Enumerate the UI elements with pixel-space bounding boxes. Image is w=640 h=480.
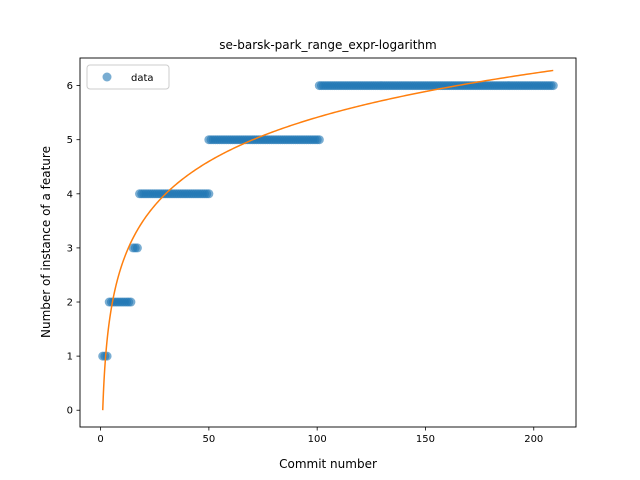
y-tick-label: 6 <box>67 81 73 92</box>
x-tick-label: 200 <box>524 434 543 445</box>
data-point <box>126 297 136 307</box>
x-tick-label: 150 <box>416 434 435 445</box>
data-point <box>102 351 112 361</box>
legend-label-data: data <box>131 73 154 84</box>
y-tick-label: 5 <box>67 135 73 146</box>
x-tick-label: 100 <box>308 434 327 445</box>
y-tick-label: 1 <box>67 352 73 363</box>
axes-frame <box>79 57 577 428</box>
data-point <box>204 189 214 199</box>
data-point <box>132 243 142 253</box>
x-tick-label: 50 <box>203 434 216 445</box>
y-tick-label: 2 <box>67 298 73 309</box>
x-axis-label: Commit number <box>279 457 377 471</box>
data-point <box>548 81 558 91</box>
y-axis: 0 1 2 3 4 5 6 <box>67 81 80 417</box>
y-tick-label: 3 <box>67 243 73 254</box>
x-axis: 0 50 100 150 200 <box>97 427 543 445</box>
y-tick-label: 4 <box>67 189 73 200</box>
legend-box <box>86 64 170 90</box>
y-tick-label: 0 <box>67 406 73 417</box>
x-tick-label: 0 <box>97 434 103 445</box>
chart-title: se-barsk-park_range_expr-logarithm <box>219 38 436 52</box>
y-axis-label: Number of instance of a feature <box>39 146 53 338</box>
legend-marker <box>102 72 112 82</box>
data-point <box>314 135 324 145</box>
legend: data <box>86 64 170 90</box>
fit-line-layer <box>101 69 554 411</box>
fit-line <box>101 69 554 411</box>
